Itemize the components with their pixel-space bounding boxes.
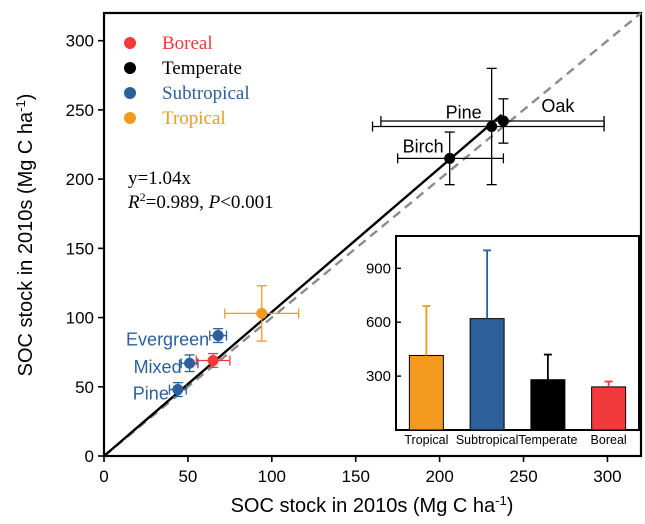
legend-label: Subtropical bbox=[162, 83, 250, 104]
point-marker bbox=[486, 121, 498, 133]
main-plot-layer: 0 50 100 150 200 250 300 0 50 100 150 200 250 300 Oak P… bbox=[66, 12, 642, 486]
fit-equation: y=1.04x bbox=[128, 168, 191, 189]
data-point-temperate bbox=[380, 98, 605, 144]
y-tick-label: 150 bbox=[66, 239, 94, 258]
point-label: Pine bbox=[446, 103, 482, 123]
point-marker bbox=[172, 384, 184, 396]
plot-frame bbox=[102, 11, 643, 458]
y-tick-label: 250 bbox=[66, 101, 94, 120]
fit-stats: R2=0.989, P<0.001 bbox=[127, 190, 274, 213]
fit-line bbox=[103, 113, 503, 457]
inset-category-label: Subtropical bbox=[456, 433, 519, 447]
y-axis-title: SOC stock in 2010s (Mg C ha-1) bbox=[13, 94, 37, 377]
x-tick-label: 250 bbox=[509, 467, 537, 486]
data-point-boreal bbox=[195, 352, 231, 369]
inset-category-label: Temperate bbox=[518, 433, 577, 447]
y-tick-label: 200 bbox=[66, 170, 94, 189]
point-marker bbox=[207, 354, 219, 366]
y-tick-label: 100 bbox=[66, 309, 94, 328]
inset-y-tick-label: 900 bbox=[366, 260, 391, 277]
point-label: Birch bbox=[403, 136, 444, 156]
inset-category-label: Boreal bbox=[591, 433, 627, 447]
x-tick-label: 300 bbox=[593, 467, 621, 486]
one-to-one-line bbox=[103, 12, 642, 457]
legend-label: Boreal bbox=[162, 33, 213, 54]
x-tick-label: 50 bbox=[178, 467, 197, 486]
data-point-temperate bbox=[371, 67, 605, 186]
inset-bar bbox=[530, 379, 566, 431]
legend-label: Temperate bbox=[162, 58, 242, 79]
legend-marker bbox=[124, 37, 136, 49]
legend-marker bbox=[124, 112, 136, 124]
inset-bar-chart: 300 600 900 Tropical Subtropical Temperate Bor… bbox=[366, 249, 627, 447]
point-marker bbox=[184, 357, 196, 369]
point-label: Pine bbox=[133, 384, 169, 404]
legend: Boreal Temperate Subtropical Tropical bbox=[124, 33, 250, 129]
point-label: Mixed bbox=[134, 357, 182, 377]
inset-y-tick-label: 600 bbox=[366, 314, 391, 331]
data-point-temperate bbox=[397, 131, 505, 186]
inset-bar bbox=[469, 318, 505, 431]
point-label: Evergreen bbox=[126, 330, 209, 350]
data-point-subtropical bbox=[180, 354, 199, 373]
y-tick-label: 50 bbox=[75, 378, 94, 397]
inset-category-label: Tropical bbox=[404, 433, 448, 447]
legend-marker bbox=[124, 62, 136, 74]
point-marker bbox=[212, 330, 224, 342]
inset-bar bbox=[408, 354, 444, 431]
point-label: Oak bbox=[541, 96, 575, 116]
legend-label: Tropical bbox=[162, 108, 226, 129]
x-tick-label: 100 bbox=[258, 467, 286, 486]
point-marker bbox=[256, 307, 268, 319]
point-marker bbox=[444, 152, 456, 164]
y-tick-label: 300 bbox=[66, 32, 94, 51]
data-point-subtropical bbox=[209, 327, 228, 344]
x-tick-label: 0 bbox=[99, 467, 108, 486]
x-tick-label: 200 bbox=[425, 467, 453, 486]
x-axis-title: SOC stock in 2010s (Mg C ha-1) bbox=[231, 493, 514, 517]
y-tick-label: 0 bbox=[85, 447, 94, 466]
inset-y-tick-label: 300 bbox=[366, 368, 391, 385]
inset-bar bbox=[591, 386, 627, 431]
x-tick-label: 150 bbox=[342, 467, 370, 486]
point-marker bbox=[497, 115, 509, 127]
data-point-subtropical bbox=[168, 381, 187, 398]
legend-marker bbox=[124, 87, 136, 99]
data-point-tropical bbox=[224, 285, 300, 342]
